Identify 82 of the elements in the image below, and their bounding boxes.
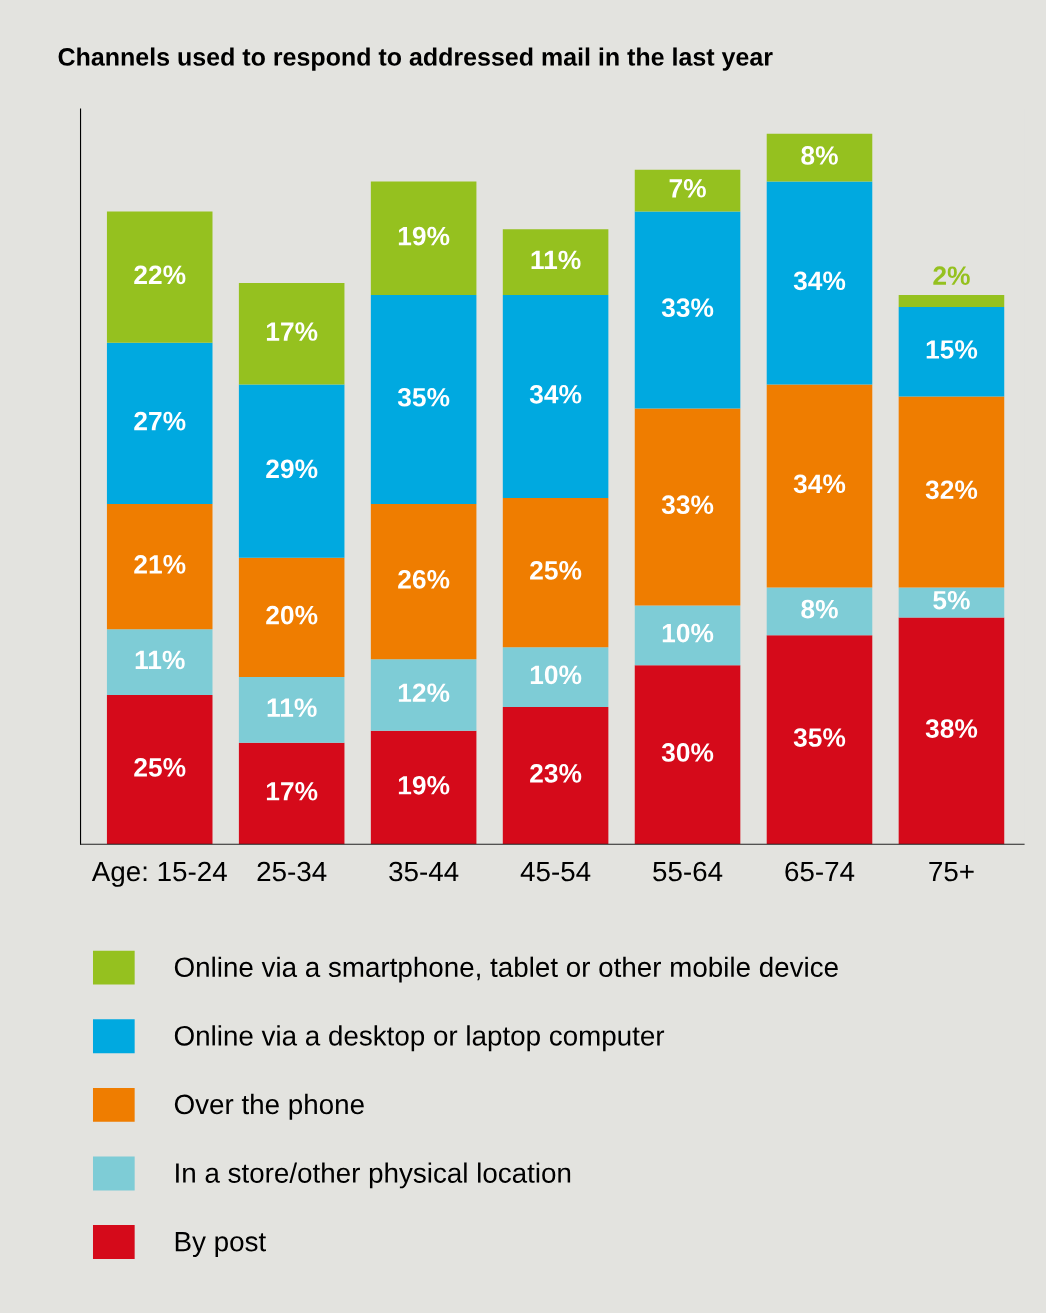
data-label: 8% (801, 599, 838, 619)
data-label: 5% (933, 590, 970, 610)
bar (106, 211, 213, 343)
bar (634, 408, 741, 606)
data-label: 26% (398, 569, 450, 589)
data-label: 33% (661, 495, 714, 515)
x-tick-label: 35-44 (389, 861, 459, 882)
x-tick-label: 25-34 (257, 861, 327, 882)
bar (634, 665, 741, 845)
data-label: 10% (530, 665, 582, 685)
bar (766, 181, 873, 385)
bar (106, 342, 213, 504)
x-tick-label: 75+ (929, 861, 974, 882)
legend-label: Over the phone (174, 1093, 364, 1120)
bar (898, 306, 1005, 397)
legend-label: By post (175, 1232, 266, 1257)
bar (370, 503, 477, 660)
data-label: 2% (933, 266, 970, 285)
x-tick-label: 45-54 (520, 861, 591, 882)
data-label: 33% (661, 298, 714, 318)
data-label: 21% (134, 555, 186, 574)
bar (106, 695, 213, 845)
bar (634, 211, 741, 409)
bar (634, 605, 741, 666)
data-label: 11% (135, 650, 185, 670)
x-tick-label: Age: 15-24 (91, 861, 227, 887)
data-label: 19% (398, 226, 450, 246)
bar (766, 384, 873, 588)
bar (106, 629, 213, 696)
legend-label: Online via a desktop or laptop computer (174, 1025, 665, 1052)
data-label: 34% (529, 384, 582, 404)
bar (898, 396, 1005, 588)
data-label: 38% (925, 719, 978, 738)
bar (898, 295, 1005, 307)
bar (238, 384, 345, 558)
legend-label: Online via a smartphone, tablet or other mobile device (174, 956, 838, 983)
bar (370, 659, 477, 731)
data-label: 20% (266, 605, 318, 625)
bar (370, 730, 477, 845)
data-label: 17% (266, 781, 318, 801)
chart-title: Channels used to respond to addressed mail in the last year (58, 47, 773, 71)
x-tick-label: 55-64 (653, 861, 723, 882)
data-label: 25% (530, 561, 582, 580)
data-label: 30% (661, 743, 714, 762)
x-tick-label: 65-74 (785, 861, 855, 882)
bar (502, 498, 609, 648)
bar (106, 503, 213, 630)
data-label: 34% (793, 271, 846, 291)
bar (238, 677, 345, 743)
data-label: 11% (267, 698, 317, 717)
data-label: 35% (397, 387, 450, 407)
bar (238, 742, 345, 845)
bar (238, 557, 345, 678)
bar (238, 283, 345, 385)
bar (502, 647, 609, 707)
data-label: 25% (134, 758, 186, 777)
bar (502, 229, 609, 296)
data-label: 12% (398, 683, 450, 703)
bar (502, 706, 609, 845)
bar (766, 133, 873, 182)
data-label: 17% (266, 322, 318, 341)
data-label: 19% (398, 775, 450, 795)
data-label: 11% (531, 250, 581, 270)
bar (898, 617, 1005, 845)
data-label: 32% (925, 480, 978, 500)
data-label: 27% (134, 411, 186, 431)
bar (634, 169, 741, 212)
data-label: 34% (793, 474, 846, 494)
data-label: 35% (793, 728, 846, 747)
data-label: 15% (926, 340, 978, 359)
data-label: 22% (134, 265, 186, 285)
data-label: 8% (801, 146, 838, 165)
bar (370, 295, 477, 504)
bar (370, 181, 477, 296)
data-label: 10% (662, 623, 714, 643)
data-label: 7% (669, 179, 706, 198)
bar (502, 295, 609, 499)
bar (766, 635, 873, 845)
data-label: 23% (530, 764, 582, 783)
data-label: 29% (266, 459, 318, 479)
legend-label: In a store/other physical location (176, 1162, 571, 1189)
bar (766, 587, 873, 636)
